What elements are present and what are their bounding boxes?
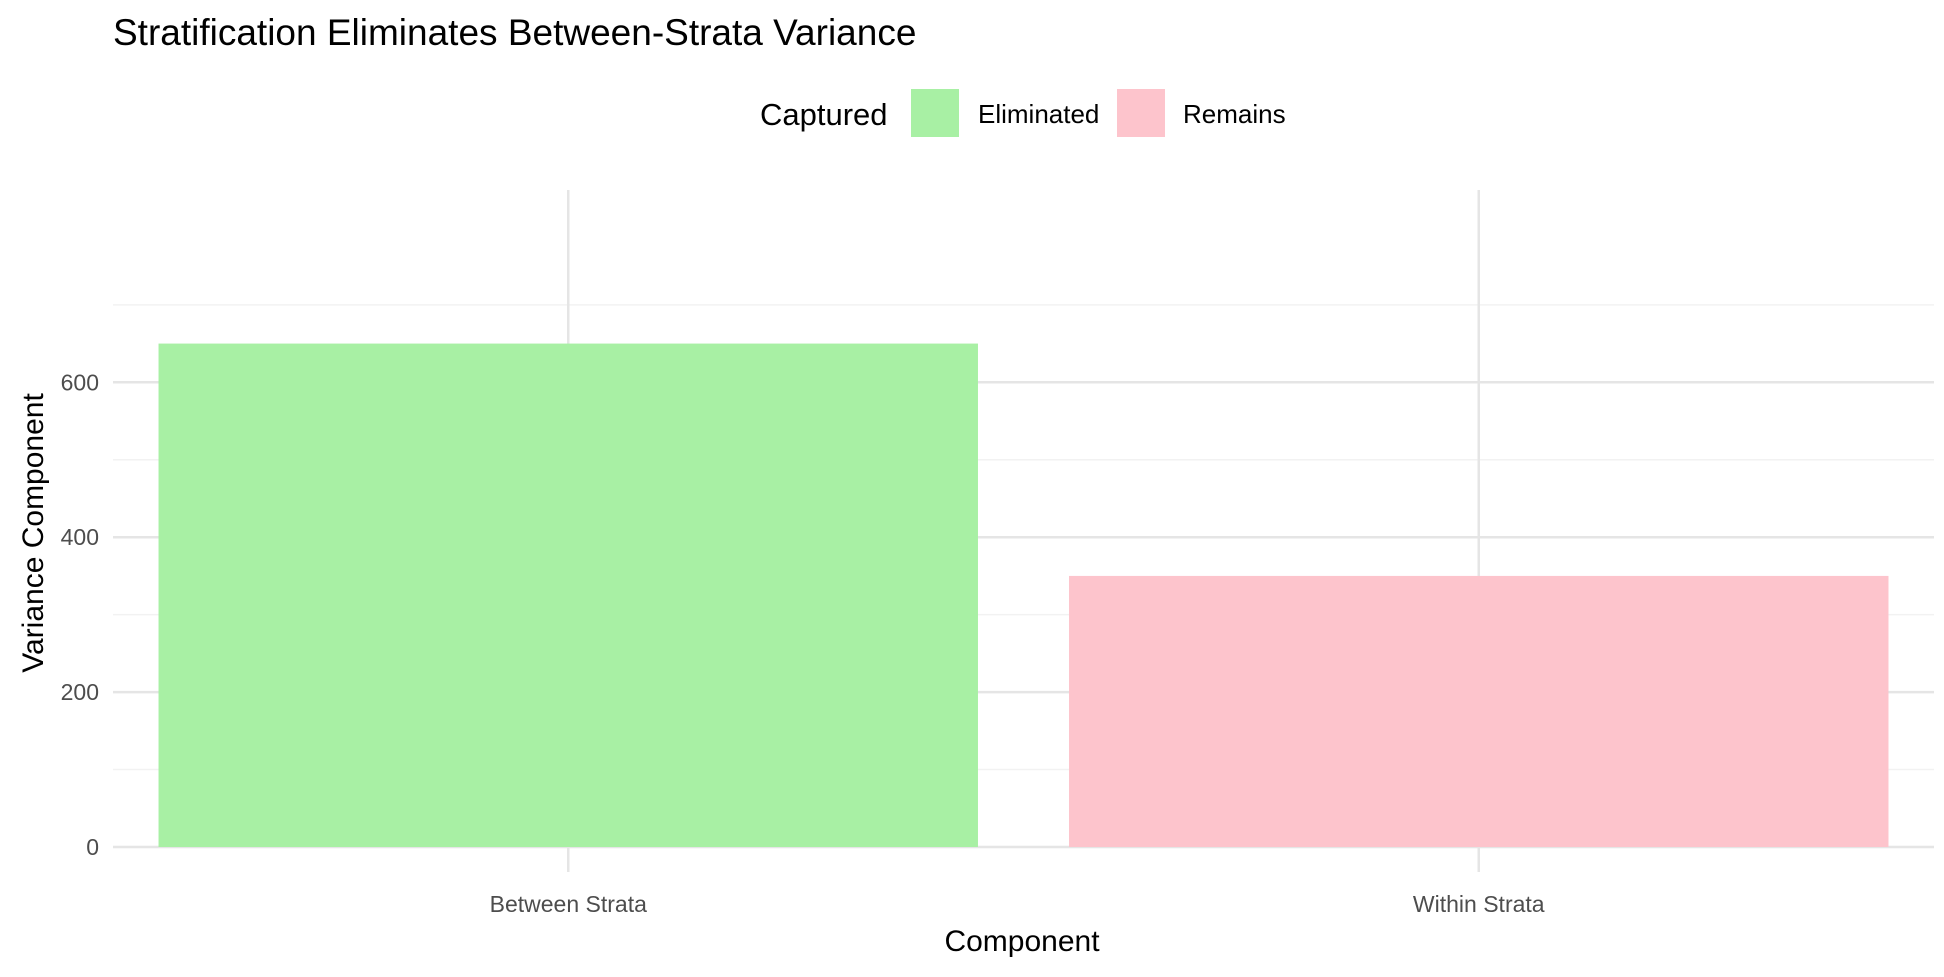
y-tick-label: 400 [61,524,99,550]
y-axis-title: Variance Component [17,393,50,673]
x-tick-label: Between Strata [490,891,647,917]
chart-title: Stratification Eliminates Between-Strata… [113,12,916,53]
tick-layer: 0 200 400 600 Between Strata Within Strata [61,369,1545,917]
legend-label-remains: Remains [1183,99,1286,129]
bar-layer [158,343,1889,847]
x-tick-label: Within Strata [1413,891,1545,917]
y-tick-label: 200 [61,679,99,705]
legend-label-eliminated: Eliminated [978,99,1099,129]
bar-between-strata [158,343,978,847]
x-axis-title: Component [944,925,1100,958]
legend-swatch-eliminated [911,89,959,137]
legend: Captured Eliminated Remains [760,89,1286,137]
bar-within-strata [1069,575,1889,847]
legend-title: Captured [760,97,888,132]
y-tick-label: 600 [61,369,99,395]
y-tick-label: 0 [86,834,99,860]
legend-swatch-remains [1117,89,1165,137]
